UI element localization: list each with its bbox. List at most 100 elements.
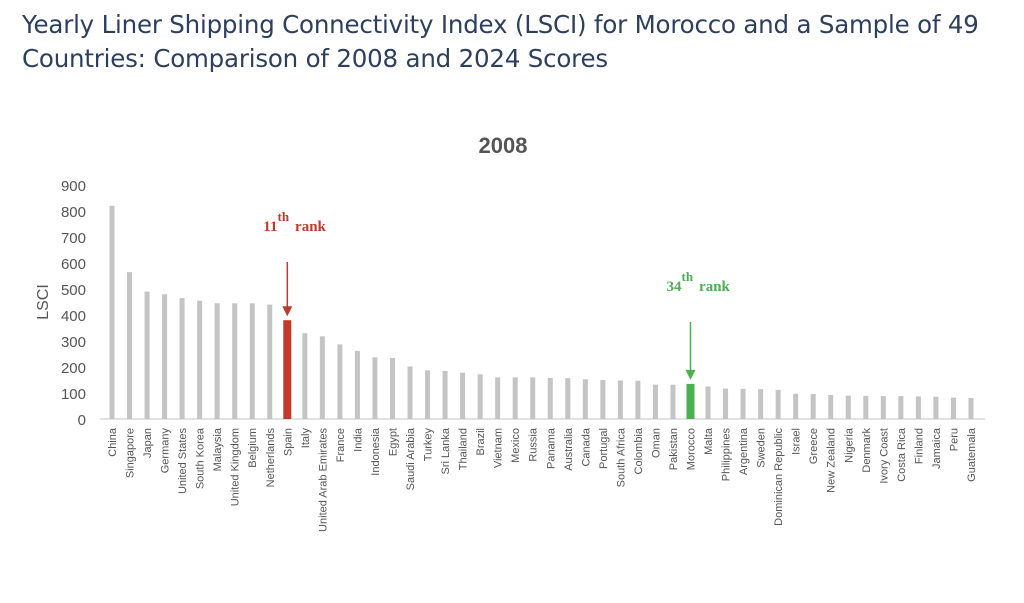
x-tick-label: Jamaica [931,427,943,469]
annotation-arrowhead [685,369,696,380]
bar-sri-lanka [442,370,448,419]
bar-colombia [635,380,641,419]
bar-greece [810,394,816,419]
bar-portugal [600,380,606,419]
bar-panama [547,377,553,419]
bar-jamaica [933,396,939,419]
x-tick-label: Indonesia [370,427,382,476]
x-tick-label: Denmark [861,428,873,473]
y-tick-label: 100 [61,386,86,403]
bar-philippines [723,388,729,419]
chart-title: 2008 [479,133,528,158]
x-tick-label: Philippines [721,428,733,482]
x-tick-label: Israel [791,428,803,455]
x-tick-label: China [107,427,119,457]
bar-sweden [758,389,764,419]
bar-nigeria [845,395,851,419]
x-tick-label: United Kingdom [230,428,242,506]
bar-south-korea [197,300,203,419]
y-tick-label: 600 [61,256,86,273]
bar-israel [793,393,799,419]
x-tick-label: Morocco [685,428,697,470]
y-tick-label: 900 [61,178,86,195]
x-tick-label: Greece [808,428,820,464]
x-tick-label: Egypt [387,428,399,456]
x-tick-label: Oman [650,428,662,458]
x-tick-label: Colombia [633,427,645,474]
bar-dominican-republic [775,389,781,419]
page-title: Yearly Liner Shipping Connectivity Index… [22,10,979,73]
bar-brazil [477,374,483,419]
bar-vietnam [495,377,501,419]
y-tick-label: 800 [61,204,86,221]
bar-denmark [863,395,869,419]
x-tick-label: Ivory Coast [878,428,890,484]
x-tick-label: Australia [563,427,575,471]
rank-annotation: 11thrank [263,209,326,235]
x-tick-label: Singapore [125,428,137,478]
x-tick-label: Thailand [458,428,470,470]
y-tick-label: 200 [61,360,86,377]
x-tick-label: Panama [545,427,557,469]
rank-annotation: 34thrank [666,269,730,295]
x-tick-label: Sweden [756,428,768,468]
x-tick-label: New Zealand [826,428,838,493]
x-tick-label: France [335,428,347,462]
y-tick-label: 500 [61,282,86,299]
bar-france [337,344,343,419]
x-tick-label: United Arab Emirates [317,428,329,532]
bar-egypt [389,357,395,419]
x-tick-label: Turkey [423,428,435,462]
x-tick-label: Sri Lanka [440,427,452,474]
bar-peru [950,397,956,419]
bar-guatemala [968,397,974,419]
x-tick-label: Mexico [510,428,522,463]
x-tick-label: Brazil [475,428,487,456]
x-tick-label: Dominican Republic [773,428,785,526]
y-tick-label: 0 [78,412,86,429]
x-tick-label: Japan [142,428,154,458]
x-tick-label: Germany [160,428,172,474]
x-tick-label: Spain [282,428,294,456]
x-tick-label: Russia [528,427,540,462]
y-tick-label: 300 [61,334,86,351]
x-tick-label: Netherlands [265,428,277,488]
x-tick-label: Portugal [598,428,610,469]
bar-saudi-arabia [407,366,413,419]
bar-belgium [249,303,255,419]
bar-finland [915,396,921,419]
x-tick-label: Argentina [738,427,750,475]
x-tick-label: South Africa [615,427,627,487]
bar-china [109,205,115,419]
x-tick-label: Belgium [247,428,259,468]
x-tick-label: United States [177,428,189,495]
y-axis-label: LSCI [35,284,52,320]
y-tick-label: 700 [61,230,86,247]
x-tick-label: Nigeria [843,427,855,463]
x-tick-label: India [352,427,364,452]
bar-argentina [740,388,746,419]
x-tick-label: Pakistan [668,428,680,470]
x-tick-label: Peru [948,428,960,451]
annotation-arrowhead [282,306,293,317]
x-tick-label: Guatemala [966,427,978,482]
x-tick-label: Canada [580,427,592,466]
bar-united-states [179,298,185,419]
bar-indonesia [372,357,378,419]
x-tick-label: Saudi Arabia [405,427,417,490]
bar-netherlands [267,304,273,419]
bar-ivory-coast [880,396,886,419]
bar-russia [530,377,536,419]
x-tick-label: Malta [703,427,715,455]
bar-new-zealand [828,395,834,419]
bar-australia [565,378,571,419]
bar-turkey [425,370,431,419]
bar-spain [283,320,292,419]
bar-canada [582,379,588,419]
bar-thailand [460,372,466,419]
bar-india [354,350,360,419]
bar-mexico [512,377,518,419]
bar-japan [144,291,150,419]
x-tick-label: Malaysia [212,427,224,471]
